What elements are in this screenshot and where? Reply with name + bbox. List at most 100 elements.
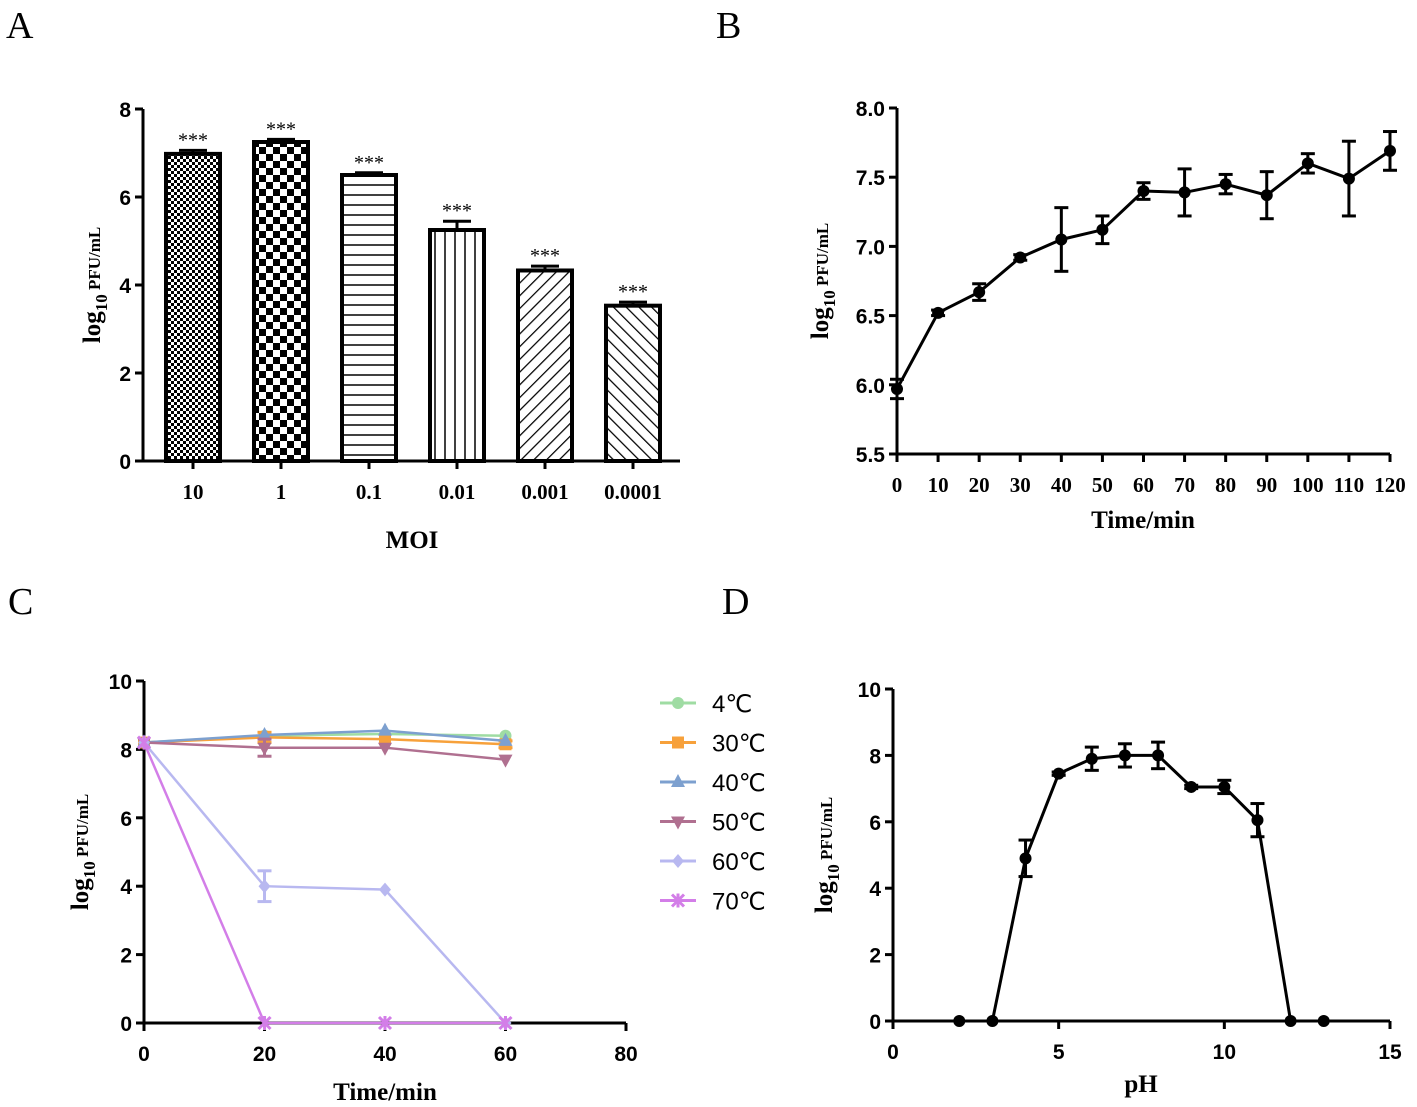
panel-b: B 5.5 6.0 6.5 7.0 7.5 8.0 0 10 20 30 40 50 60 70 80 90 10… — [716, 5, 1406, 534]
data-point — [672, 697, 684, 709]
data-point — [1178, 186, 1191, 199]
legend-label: 70℃ — [712, 889, 766, 916]
data-point — [1019, 852, 1032, 865]
x-tick-label: 5 — [1053, 1041, 1065, 1064]
panel-label: B — [716, 5, 741, 47]
x-tick-label: 70 — [1174, 473, 1195, 497]
y-axis-title: log10 PFU/mL — [67, 794, 99, 910]
x-tick-label: 90 — [1256, 473, 1277, 497]
x-tick-label: 20 — [969, 473, 990, 497]
data-point — [1152, 749, 1165, 762]
y-tick-label: 0 — [869, 1011, 881, 1034]
x-axis-title: Time/min — [1091, 507, 1195, 534]
x-tick-label: 100 — [1292, 473, 1324, 497]
legend-label: 30℃ — [712, 731, 766, 758]
data-point — [1137, 185, 1150, 198]
y-tick-label: 8.0 — [856, 98, 885, 121]
data-point — [378, 742, 392, 756]
data-point — [672, 854, 684, 868]
y-tick-label: 6 — [869, 812, 881, 835]
x-tick-label: 120 — [1374, 473, 1406, 497]
data-point — [378, 722, 392, 736]
x-axis-title: Time/min — [333, 1079, 437, 1106]
data-point — [953, 1015, 966, 1027]
data-point — [671, 774, 685, 787]
data-point — [136, 735, 152, 750]
y-axis-title: log10 PFU/mL — [807, 223, 839, 339]
data-point — [670, 893, 686, 908]
data-point — [1301, 157, 1314, 170]
y-tick-label: 8 — [120, 739, 132, 762]
x-tick-label: 0.1 — [356, 480, 382, 504]
data-point — [257, 1015, 272, 1031]
data-point — [1219, 178, 1232, 191]
legend-item: 70℃ — [660, 889, 766, 916]
x-tick-label: 0 — [138, 1043, 150, 1066]
data-point — [498, 754, 513, 768]
series-line — [143, 729, 506, 744]
data-point — [1052, 767, 1065, 780]
legend-item: 30℃ — [660, 731, 766, 758]
legend-item: 40℃ — [660, 770, 766, 797]
x-tick-label: 40 — [1051, 473, 1072, 497]
x-tick-label: 15 — [1378, 1041, 1402, 1064]
y-tick-label: 7.5 — [856, 167, 886, 190]
data-point — [1260, 189, 1273, 202]
y-tick-label: 0 — [120, 1013, 132, 1036]
data-point — [1342, 172, 1355, 185]
series-line — [143, 741, 507, 1024]
x-tick-label: 10 — [1213, 1041, 1236, 1064]
panel-d: D 0 2 4 6 8 10 0 5 10 15 pH log10 PFU/mL — [722, 581, 1402, 1098]
x-tick-label: 50 — [1092, 473, 1113, 497]
data-point — [498, 732, 513, 746]
y-tick-label: 4 — [869, 878, 881, 901]
data-point — [932, 306, 945, 319]
data-point — [1185, 780, 1198, 793]
significance-label: *** — [178, 129, 208, 151]
y-tick-label: 2 — [119, 363, 131, 386]
y-axis-title: log10 PFU/mL — [811, 797, 843, 913]
data-point — [1251, 814, 1264, 827]
data-point — [379, 733, 391, 746]
x-tick-label: 0 — [892, 473, 903, 497]
y-tick-label: 2 — [120, 945, 132, 968]
legend-label: 60℃ — [712, 849, 766, 876]
data-point — [973, 286, 986, 299]
legend-label: 40℃ — [712, 770, 766, 797]
x-tick-label: 110 — [1334, 473, 1364, 497]
significance-label: *** — [442, 200, 472, 222]
y-tick-label: 5.5 — [856, 444, 886, 467]
legend-item: 60℃ — [660, 849, 766, 876]
significance-label: *** — [618, 281, 648, 303]
y-tick-label: 0 — [119, 451, 131, 474]
y-tick-label: 4 — [120, 876, 132, 899]
data-point — [257, 742, 272, 756]
y-tick-label: 2 — [869, 945, 881, 968]
data-point — [377, 1015, 393, 1031]
panel-label: A — [6, 5, 34, 47]
legend-item: 50℃ — [660, 810, 766, 837]
x-tick-label: 0.001 — [521, 480, 568, 504]
y-tick-label: 6 — [120, 808, 132, 831]
x-tick-label: 10 — [183, 480, 204, 504]
panel-label: C — [8, 581, 33, 623]
data-point — [258, 879, 271, 894]
panel-label: D — [722, 581, 749, 623]
x-tick-label: 20 — [253, 1043, 276, 1066]
panel-a: A 0 2 4 6 8 *** 10 *** 1 *** 0.1 *** 0.01 *** 0.001 *** 0… — [6, 5, 680, 554]
y-tick-label: 6 — [119, 187, 131, 210]
series-line — [142, 742, 506, 1025]
bar — [340, 173, 398, 463]
data-point — [379, 882, 391, 897]
legend-label: 50℃ — [712, 810, 766, 837]
series-line — [959, 753, 1324, 1023]
y-tick-label: 7.0 — [856, 236, 885, 259]
data-point — [672, 736, 684, 749]
y-tick-label: 6.0 — [856, 375, 885, 398]
bar — [252, 140, 310, 463]
significance-label: *** — [530, 245, 560, 267]
x-tick-label: 80 — [1215, 473, 1236, 497]
y-tick-label: 6.5 — [856, 306, 886, 329]
x-tick-label: 0.0001 — [604, 480, 662, 504]
